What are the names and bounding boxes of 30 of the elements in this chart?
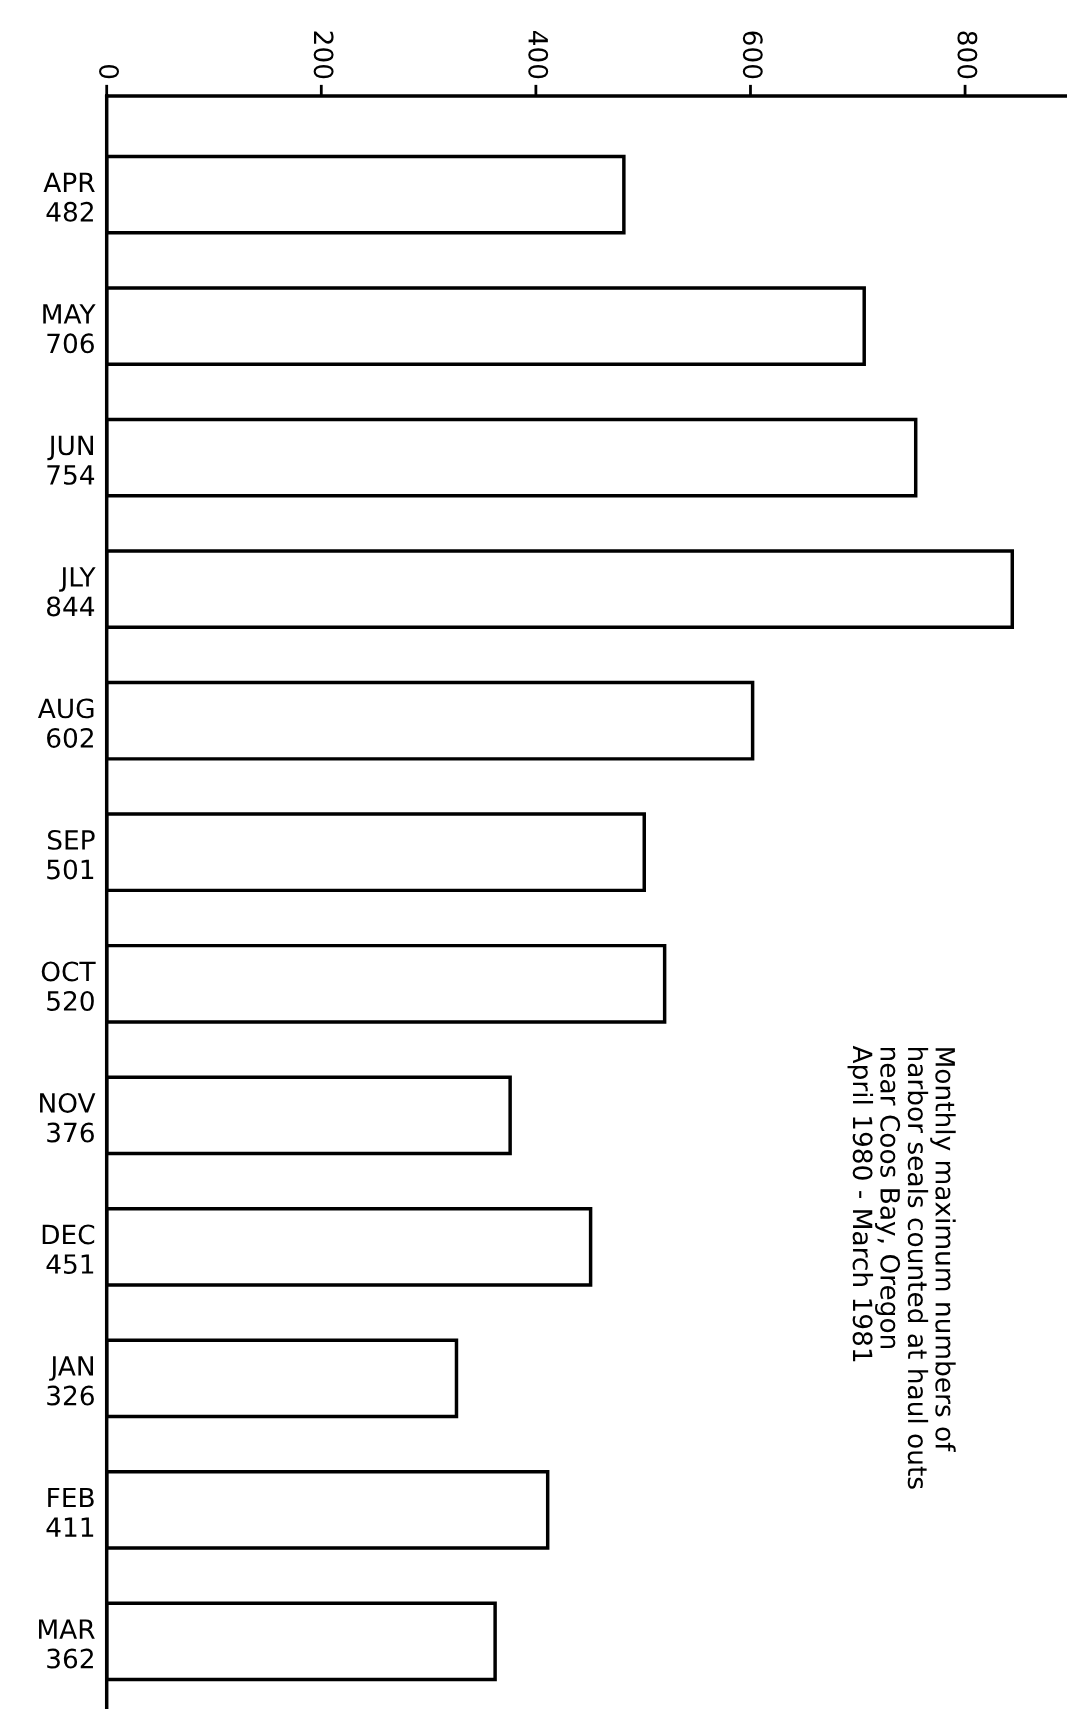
x-tick-label: 200 (313, 31, 334, 79)
y-tick-label: NOV (40, 1092, 96, 1113)
data-label: 376 (47, 1122, 94, 1143)
data-label: 754 (47, 465, 95, 485)
x-tick-label: 600 (742, 31, 763, 79)
x-tick-label: 0 (99, 64, 119, 79)
y-tick-label: FEB (48, 1487, 94, 1508)
y-tick-label: MAR (39, 1619, 95, 1639)
data-label: 602 (47, 727, 93, 748)
x-tick-label: 400 (528, 30, 549, 79)
data-label: 326 (47, 1385, 94, 1406)
x-tick-label: 800 (957, 31, 978, 79)
data-label: 411 (46, 1517, 94, 1537)
y-tick-label: DEC (42, 1224, 95, 1245)
y-tick-label: JUN (47, 435, 93, 461)
y-tick-label: OCT (41, 961, 96, 982)
data-label: 362 (47, 1648, 93, 1669)
y-tick-label: MAY (43, 304, 96, 324)
y-tick-label: JLY (59, 567, 96, 592)
data-label: 482 (46, 201, 93, 222)
y-tick-label: SEP (47, 829, 95, 850)
data-label: 501 (47, 859, 94, 880)
text: Monthly maximum numbers of harbor seals counted at haul outs near Coos Bay, Oregon April 1980 - March 1981 (847, 1045, 956, 1489)
data-label: 844 (47, 596, 95, 617)
data-label: 520 (47, 990, 94, 1011)
y-tick-label: AUG (37, 698, 94, 719)
data-label: 451 (46, 1254, 94, 1274)
y-tick-label: APR (43, 172, 95, 192)
y-tick-label: JAN (49, 1356, 93, 1381)
data-label: 706 (47, 333, 94, 354)
